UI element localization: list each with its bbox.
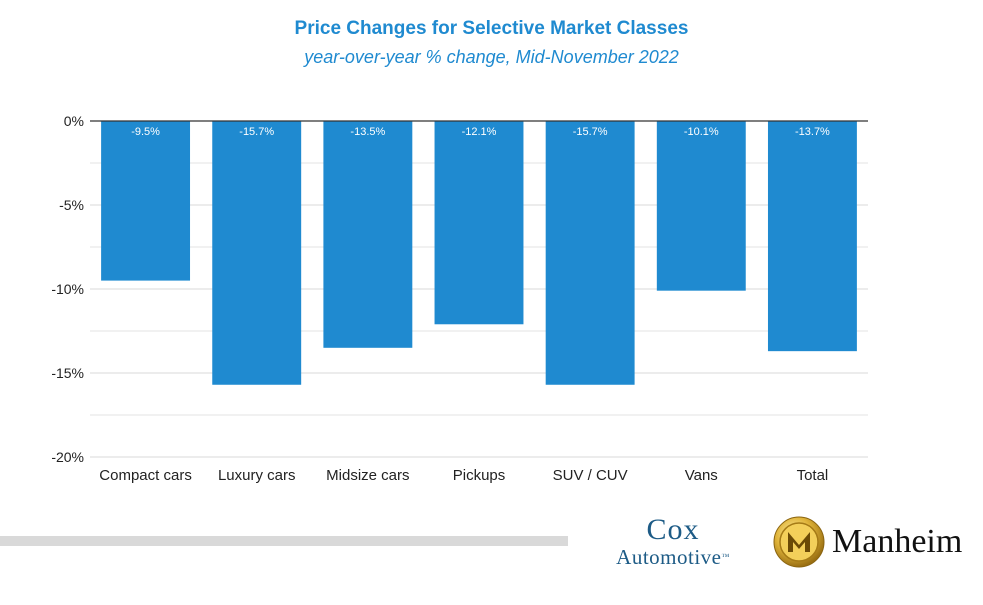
data-label: -13.5% (350, 126, 385, 138)
bar (767, 121, 857, 352)
data-label: -9.5% (131, 126, 160, 138)
chart-subtitle: year-over-year % change, Mid-November 20… (304, 47, 679, 67)
footer-divider (0, 536, 568, 546)
y-tick-label: -10% (51, 281, 84, 297)
x-tick-label: SUV / CUV (553, 467, 628, 484)
y-tick-label: -15% (51, 365, 84, 381)
cox-logo-line2: Automotive (616, 545, 722, 569)
cox-trademark: ™ (721, 552, 730, 561)
cox-logo-line1: Cox (646, 513, 700, 546)
x-tick-label: Midsize cars (326, 467, 409, 484)
manheim-logo-text: Manheim (832, 523, 963, 560)
manheim-emblem-icon (773, 516, 825, 568)
x-tick-label: Pickups (453, 467, 506, 484)
data-label: -13.7% (795, 126, 830, 138)
data-label: -15.7% (573, 126, 608, 138)
data-label: -12.1% (462, 126, 497, 138)
bar (101, 121, 191, 281)
bar-chart: 0% -5% -10% -15% -20% -9.5% Compact cars -15.7%… (51, 113, 868, 484)
bar (212, 121, 302, 385)
x-tick-label: Luxury cars (218, 467, 296, 484)
bar (323, 121, 413, 348)
x-tick-label: Vans (685, 467, 718, 484)
data-label: -15.7% (239, 126, 274, 138)
bar (656, 121, 746, 291)
chart-title: Price Changes for Selective Market Class… (294, 18, 689, 39)
x-tick-label: Compact cars (99, 467, 192, 484)
bar (545, 121, 635, 385)
y-tick-label: -5% (59, 197, 84, 213)
x-tick-label: Total (797, 467, 829, 484)
cox-automotive-logo: Cox Automotive™ (588, 515, 758, 575)
bar (434, 121, 524, 325)
data-label: -10.1% (684, 126, 719, 138)
y-tick-label: -20% (51, 449, 84, 465)
y-tick-label: 0% (64, 113, 84, 129)
